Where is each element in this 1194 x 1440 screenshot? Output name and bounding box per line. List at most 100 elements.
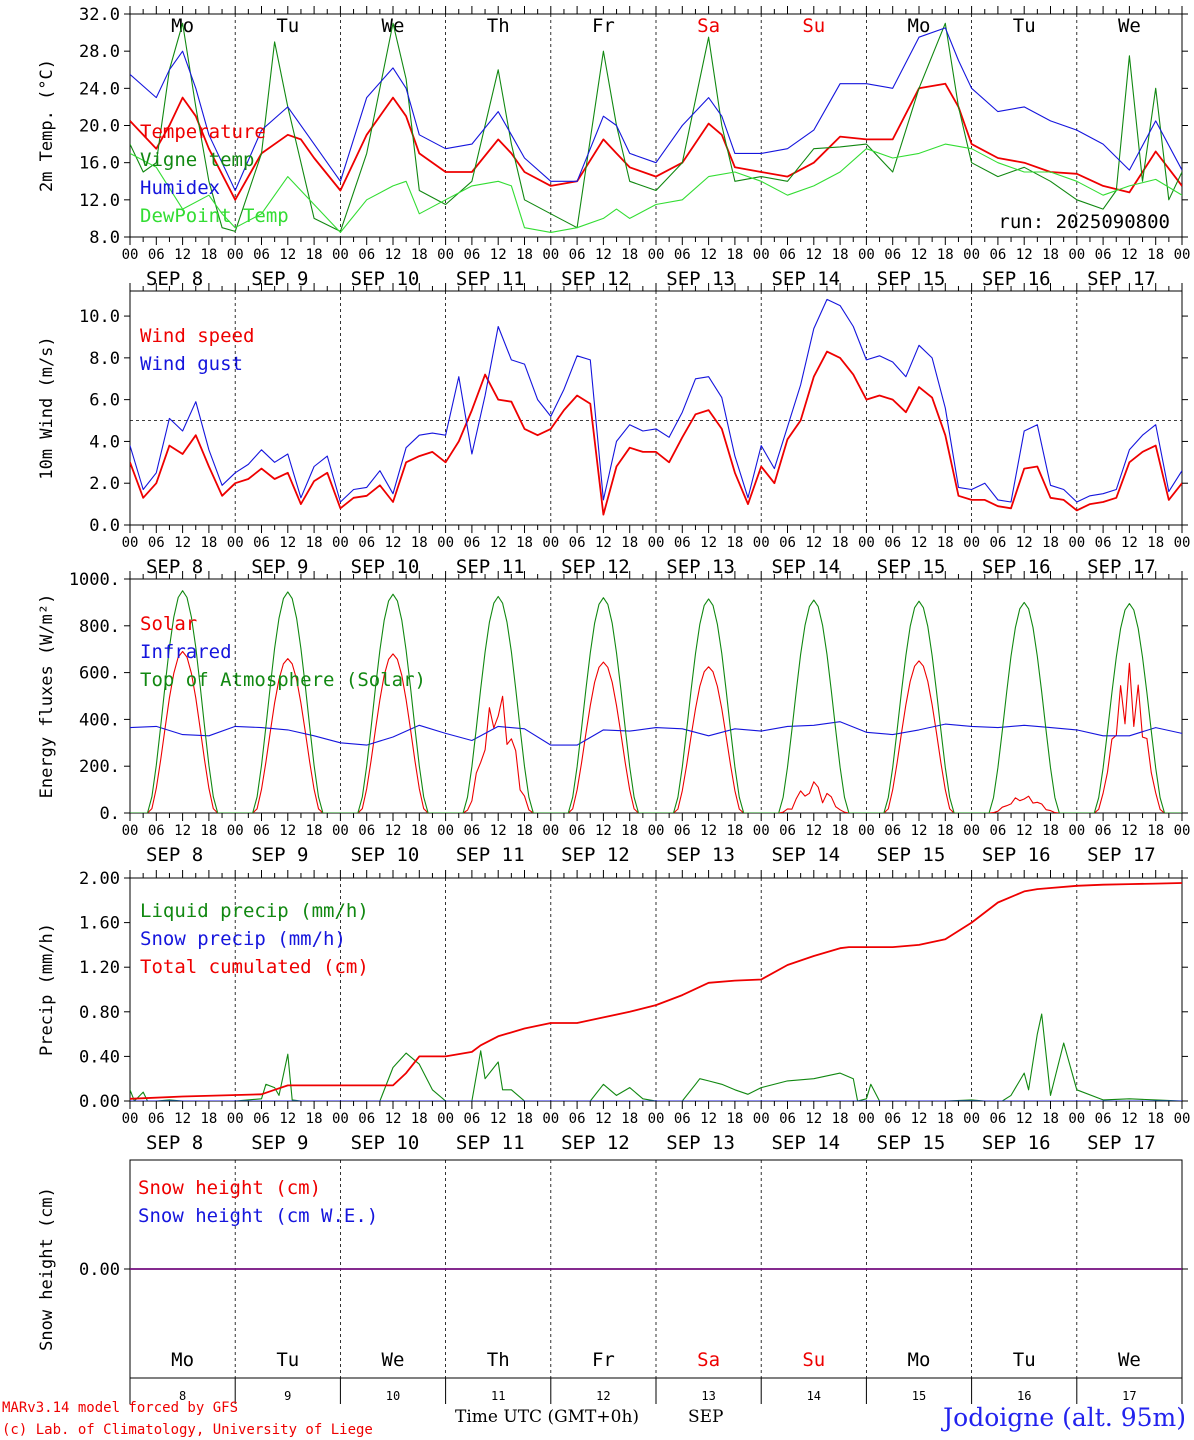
- hour-label: 18: [1147, 535, 1164, 551]
- hour-label: 18: [937, 823, 954, 839]
- hour-label: 00: [1068, 247, 1085, 263]
- date-label: SEP 13: [666, 268, 735, 290]
- hour-label: 12: [911, 535, 928, 551]
- legend-entry: Infrared: [140, 641, 232, 663]
- hour-label: 00: [332, 1111, 349, 1127]
- hour-label: 12: [595, 247, 612, 263]
- hour-label: 12: [385, 823, 402, 839]
- hour-label: 12: [1121, 1111, 1138, 1127]
- hour-label: 18: [516, 247, 533, 263]
- date-label: SEP 10: [351, 556, 420, 578]
- date-label: SEP 14: [771, 1132, 840, 1154]
- hour-label: 12: [1121, 823, 1138, 839]
- hour-label: 12: [805, 823, 822, 839]
- date-label: SEP 15: [877, 1132, 946, 1154]
- date-label: SEP 9: [251, 556, 308, 578]
- hour-label: 00: [122, 247, 139, 263]
- hour-label: 00: [858, 247, 875, 263]
- hour-label: 18: [1147, 247, 1164, 263]
- legend-entry: Snow height (cm W.E.): [138, 1205, 378, 1227]
- date-label: SEP 17: [1087, 556, 1156, 578]
- hour-label: 06: [148, 1111, 165, 1127]
- date-label: SEP 12: [561, 844, 630, 866]
- hour-label: 12: [490, 535, 507, 551]
- day-name: Sa: [697, 15, 720, 37]
- hour-label: 12: [385, 535, 402, 551]
- y-tick-label: 10.0: [79, 307, 120, 327]
- hour-label: 00: [1174, 1111, 1191, 1127]
- date-label: SEP 11: [456, 556, 525, 578]
- y-tick-label: 1.60: [79, 914, 120, 934]
- date-label: SEP 16: [982, 844, 1051, 866]
- hour-label: 12: [279, 1111, 296, 1127]
- hour-label: 06: [674, 1111, 691, 1127]
- y-tick-label: 28.0: [79, 42, 120, 62]
- hour-label: 12: [911, 1111, 928, 1127]
- day-name: Tu: [276, 15, 299, 37]
- date-label: SEP 16: [982, 556, 1051, 578]
- date-label: SEP 14: [771, 556, 840, 578]
- date-label: SEP 14: [771, 268, 840, 290]
- y-tick-label: 0.40: [79, 1047, 120, 1067]
- hour-label: 18: [1042, 823, 1059, 839]
- hour-label: 06: [463, 823, 480, 839]
- hour-label: 06: [358, 535, 375, 551]
- hour-label: 18: [200, 535, 217, 551]
- hour-label: 06: [1095, 535, 1112, 551]
- date-label: SEP 14: [771, 844, 840, 866]
- hour-label: 00: [648, 1111, 665, 1127]
- hour-label: 12: [490, 823, 507, 839]
- hour-label: 18: [726, 1111, 743, 1127]
- date-label: SEP 13: [666, 1132, 735, 1154]
- series-dewpoint-temp: [130, 143, 1182, 233]
- day-name: Mo: [171, 1349, 194, 1371]
- hour-label: 12: [595, 1111, 612, 1127]
- y-tick-label: 1.20: [79, 958, 120, 978]
- day-number: 9: [284, 1389, 291, 1403]
- hour-label: 00: [648, 247, 665, 263]
- day-name: Su: [802, 15, 825, 37]
- hour-label: 06: [148, 823, 165, 839]
- hour-label: 06: [779, 823, 796, 839]
- day-number: 8: [179, 1389, 186, 1403]
- hour-label: 18: [516, 823, 533, 839]
- hour-label: 00: [122, 823, 139, 839]
- hour-label: 06: [463, 1111, 480, 1127]
- date-label: SEP 8: [146, 844, 203, 866]
- hour-label: 18: [306, 823, 323, 839]
- hour-label: 00: [1068, 823, 1085, 839]
- month-label: SEP: [688, 1407, 724, 1427]
- legend-entry: DewPoint Temp: [140, 205, 289, 227]
- date-label: SEP 12: [561, 268, 630, 290]
- hour-label: 00: [1174, 823, 1191, 839]
- hour-label: 00: [753, 823, 770, 839]
- legend-entry: Vigne temp: [140, 149, 254, 171]
- date-label: SEP 8: [146, 268, 203, 290]
- day-name: Tu: [1013, 15, 1036, 37]
- hour-label: 06: [148, 535, 165, 551]
- hour-label: 06: [989, 535, 1006, 551]
- hour-label: 06: [148, 247, 165, 263]
- hour-label: 18: [937, 535, 954, 551]
- y-tick-label: 4.0: [89, 432, 120, 452]
- hour-label: 18: [306, 1111, 323, 1127]
- hour-label: 18: [411, 535, 428, 551]
- hour-label: 00: [542, 535, 559, 551]
- hour-label: 18: [1147, 823, 1164, 839]
- hour-label: 06: [674, 823, 691, 839]
- date-label: SEP 8: [146, 1132, 203, 1154]
- date-label: SEP 10: [351, 268, 420, 290]
- hour-label: 12: [911, 823, 928, 839]
- y-tick-label: 200.: [79, 757, 120, 777]
- y-tick-label: 12.0: [79, 191, 120, 211]
- hour-label: 00: [963, 1111, 980, 1127]
- y-axis-label: Snow height (cm): [37, 1187, 57, 1351]
- hour-label: 00: [227, 1111, 244, 1127]
- hour-label: 00: [1174, 535, 1191, 551]
- panel-temperature: 8.0 12.0 16.0 20.0 24.0 28.0 32.0 2m Temp. (°C)…: [37, 5, 1190, 290]
- date-label: SEP 17: [1087, 1132, 1156, 1154]
- hour-label: 06: [989, 823, 1006, 839]
- y-tick-label: 0.00: [79, 1092, 120, 1112]
- day-name: Tu: [276, 1349, 299, 1371]
